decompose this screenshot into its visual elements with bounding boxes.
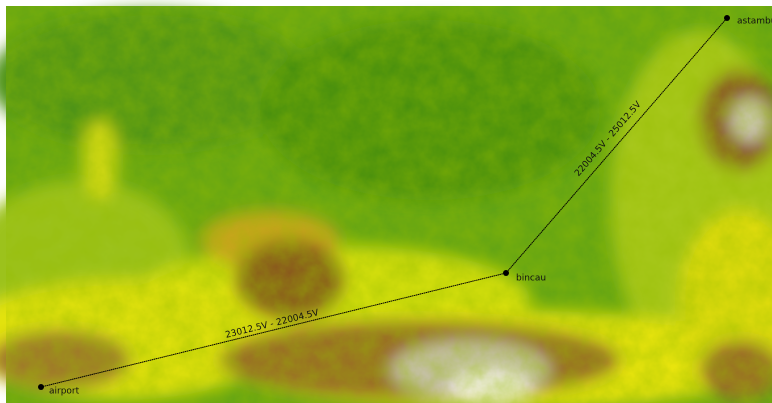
node-label: airport	[49, 387, 80, 397]
page: 23012.5V - 22004.5V 22004.5V - 25012.5V …	[0, 0, 772, 403]
node-marker	[724, 15, 730, 21]
node-label: bincau	[516, 274, 546, 284]
node-marker	[503, 270, 509, 276]
node-marker	[38, 384, 44, 390]
map: 23012.5V - 22004.5V 22004.5V - 25012.5V …	[0, 0, 772, 403]
node-label: astambu	[737, 17, 772, 27]
terrain	[0, 6, 772, 403]
